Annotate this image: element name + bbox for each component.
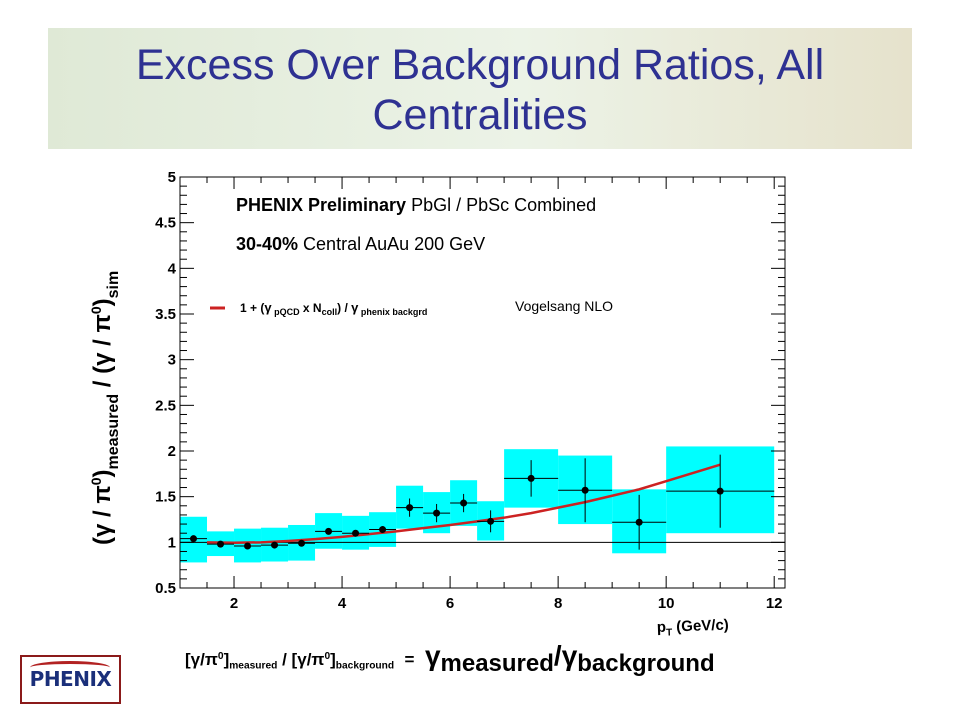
x-axis-label: pT (GeV/c): [657, 616, 730, 638]
y-tick-label: 2.5: [155, 397, 176, 414]
y-tick-label: 2: [168, 443, 176, 460]
data-point: [325, 527, 333, 535]
ratio-formula: [γ/π0]measured / [γ/π0]background = γmea…: [185, 640, 715, 678]
y-tick-label: 5: [168, 169, 176, 186]
formula-equals: =: [404, 650, 415, 669]
logo-text: PHENIX: [29, 667, 112, 691]
data-point: [352, 529, 360, 537]
x-tick-label: 2: [230, 595, 238, 612]
legend-label: Vogelsang NLO: [515, 298, 613, 314]
y-axis-label: (γ / π0)measured / (γ / π0)sim: [88, 271, 122, 545]
data-point: [298, 539, 306, 547]
plot-frame: [179, 176, 786, 589]
nlo-curve: [206, 463, 721, 545]
y-tick-label: 3: [168, 352, 176, 369]
data-point: [379, 526, 387, 534]
title-band: Excess Over Background Ratios, All Centr…: [48, 28, 912, 149]
data-point: [217, 540, 225, 548]
data-point: [190, 535, 198, 543]
x-tick-label: 6: [446, 595, 454, 612]
phenix-logo: PHENIX: [20, 655, 121, 704]
data-point: [487, 517, 495, 525]
slide-title: Excess Over Background Ratios, All Centr…: [135, 41, 825, 139]
data-point: [406, 504, 414, 512]
formula-lhs: [γ/π0]measured / [γ/π0]background: [185, 650, 395, 672]
y-tick-label: 3.5: [155, 306, 176, 323]
logo-arc: [30, 661, 110, 674]
data-point: [271, 541, 279, 549]
legend-formula: 1 + (γ pQCD x Ncoll) / γ phenix backgrd: [240, 300, 427, 317]
data-point: [716, 487, 724, 495]
formula-rhs: γmeasured/γbackground: [424, 640, 715, 677]
data-point: [635, 518, 643, 526]
data-point: [460, 499, 468, 507]
y-tick-label: 4: [168, 260, 177, 277]
x-tick-label: 4: [338, 595, 347, 612]
annotation-line1: PHENIX Preliminary PbGl / PbSc Combined: [236, 195, 596, 215]
x-tick-label: 8: [554, 595, 562, 612]
y-tick-label: 4.5: [155, 215, 176, 232]
x-tick-label: 12: [766, 595, 783, 612]
data-point: [433, 509, 441, 517]
annotation-line2: 30-40% Central AuAu 200 GeV: [236, 234, 485, 254]
y-tick-label: 0.5: [155, 580, 176, 597]
y-tick-label: 1.5: [155, 489, 176, 506]
data-point: [527, 474, 535, 482]
data-point: [581, 486, 589, 494]
data-point: [244, 542, 252, 550]
y-tick-label: 1: [168, 534, 176, 551]
x-tick-label: 10: [658, 595, 675, 612]
